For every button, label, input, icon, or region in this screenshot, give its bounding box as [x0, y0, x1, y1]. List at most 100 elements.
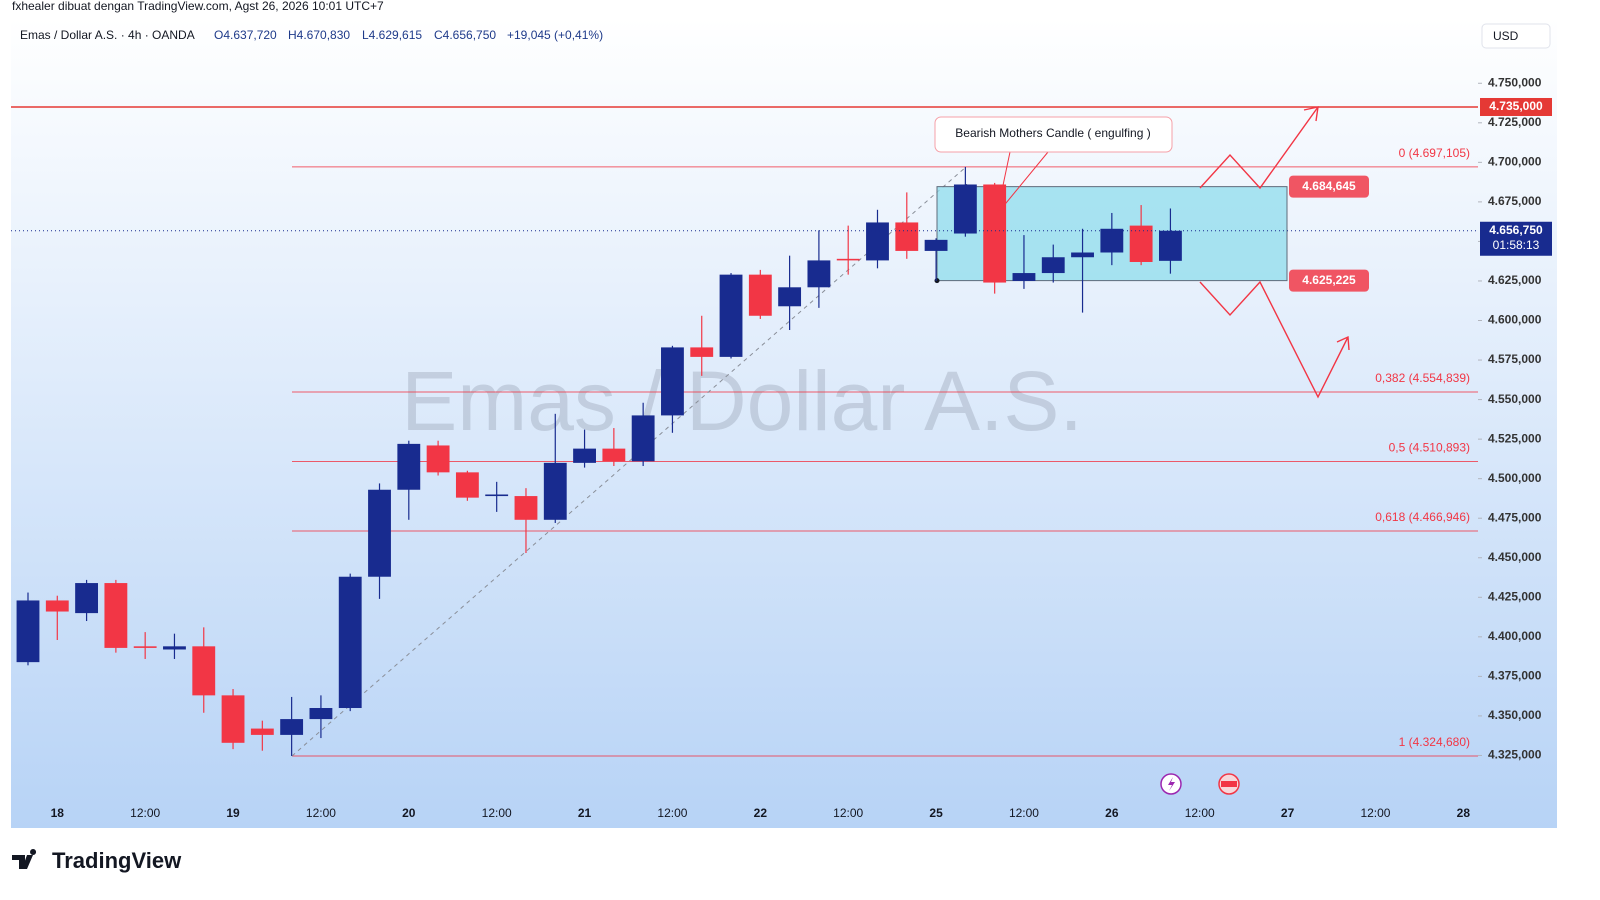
y-tick-label: 4.500,000 [1488, 471, 1542, 485]
y-tick-label: 4.525,000 [1488, 431, 1542, 445]
candle-body [250, 728, 274, 735]
zone-handle [934, 278, 940, 284]
y-tick-label: 4.625,000 [1488, 273, 1542, 287]
candle-body [924, 239, 948, 251]
y-tick-label: 4.750,000 [1488, 75, 1542, 89]
candle-body [426, 445, 450, 473]
x-tick-label: 26 [1105, 806, 1119, 820]
candle-body [543, 462, 567, 520]
bullish-path [1199, 106, 1319, 190]
candle-body [778, 287, 802, 307]
candle-body [16, 600, 40, 663]
candle-body [192, 646, 216, 696]
callout-pointer [996, 151, 1049, 215]
bearish-path [1199, 280, 1349, 399]
arrow-head [1336, 335, 1350, 351]
candle-body [309, 708, 333, 720]
candle-body [983, 184, 1007, 283]
candle-body [748, 274, 772, 316]
flag-stripe [1221, 781, 1237, 787]
x-tick-label: 27 [1281, 806, 1295, 820]
fib-label: 0,382 (4.554,839) [1375, 371, 1470, 385]
logo-mark [12, 849, 37, 869]
event-icons [1160, 773, 1240, 795]
candle-body [133, 646, 157, 648]
x-tick-label: 12:00 [1185, 806, 1215, 820]
candle-body [485, 494, 509, 497]
x-tick-label: 21 [578, 806, 592, 820]
y-tick-label: 4.675,000 [1488, 194, 1542, 208]
ohlc-open: O4.637,720 [214, 28, 277, 42]
fib-label: 0,5 (4.510,893) [1389, 441, 1470, 455]
ohlc-low: L4.629,615 [362, 28, 422, 42]
y-tick-label: 4.725,000 [1488, 115, 1542, 129]
candle-body [719, 274, 743, 357]
fib-label: 0 (4.697,105) [1399, 146, 1470, 160]
ohlc-close: C4.656,750 [434, 28, 496, 42]
x-tick-label: 20 [402, 806, 416, 820]
x-tick-label: 12:00 [657, 806, 687, 820]
candle-body [397, 443, 421, 490]
zone-label: 4.684,645 [1302, 179, 1356, 193]
x-tick-label: 12:00 [1360, 806, 1390, 820]
candle-body [104, 583, 128, 648]
candle-body [953, 184, 977, 234]
candle-body [866, 222, 889, 261]
x-tick-label: 12:00 [482, 806, 512, 820]
candle-body [573, 448, 596, 463]
callout-box [934, 116, 1173, 153]
candle-body [1129, 225, 1153, 262]
chart-panel [11, 18, 1557, 828]
candle-body [602, 448, 626, 462]
logo: TradingView [12, 848, 182, 873]
candle-body [1158, 230, 1182, 261]
zone-label: 4.625,225 [1302, 273, 1356, 287]
candle-body [895, 222, 919, 251]
resistance-label-box [1480, 97, 1552, 116]
y-tick-label: 4.450,000 [1488, 550, 1542, 564]
y-tick-label: 4.575,000 [1488, 352, 1542, 366]
candle-body [1100, 228, 1124, 253]
y-tick-label: 4.700,000 [1488, 155, 1542, 169]
fib-label: 0,618 (4.466,946) [1375, 510, 1470, 524]
candle-body [163, 646, 186, 650]
candle-body [836, 258, 860, 261]
candle-body [1071, 252, 1094, 258]
candle-body [807, 260, 831, 288]
candle-body [221, 695, 245, 743]
candle-body [690, 347, 714, 357]
fib-trendline [291, 166, 967, 757]
x-tick-label: 12:00 [1009, 806, 1039, 820]
ohlc-high: H4.670,830 [288, 28, 350, 42]
candle-body [455, 472, 479, 498]
zone-label-box [1289, 269, 1369, 292]
x-tick-label: 18 [51, 806, 65, 820]
candle-body [45, 600, 69, 612]
last-price-box [1480, 221, 1552, 256]
annotation: Bearish Mothers Candle ( engulfing ) [955, 126, 1150, 140]
callout: Bearish Mothers Candle ( engulfing ) [934, 116, 1173, 215]
candle-body [368, 489, 391, 577]
currency-box[interactable] [1481, 23, 1551, 49]
projection-arrows [1199, 106, 1350, 399]
logo-text: TradingView [52, 848, 182, 873]
x-tick-label: 12:00 [130, 806, 160, 820]
arrow-head [1303, 106, 1319, 122]
x-tick-label: 28 [1457, 806, 1471, 820]
zone-label-box [1289, 175, 1369, 198]
x-tick-label: 22 [754, 806, 768, 820]
candle-body [75, 583, 99, 614]
x-tick-label: 19 [226, 806, 240, 820]
y-tick-label: 4.325,000 [1488, 748, 1542, 762]
candle-body [1041, 257, 1065, 274]
x-tick-label: 25 [929, 806, 943, 820]
candle-body [1012, 273, 1036, 281]
candle-body [631, 415, 655, 462]
watermark: Emas / Dollar A.S. [401, 354, 1083, 448]
last-price-label: 4.656,750 [1489, 223, 1543, 237]
candle-body [280, 719, 304, 735]
y-tick-label: 4.400,000 [1488, 629, 1542, 643]
symbol: Emas / Dollar A.S. · 4h · OANDA [20, 28, 195, 42]
